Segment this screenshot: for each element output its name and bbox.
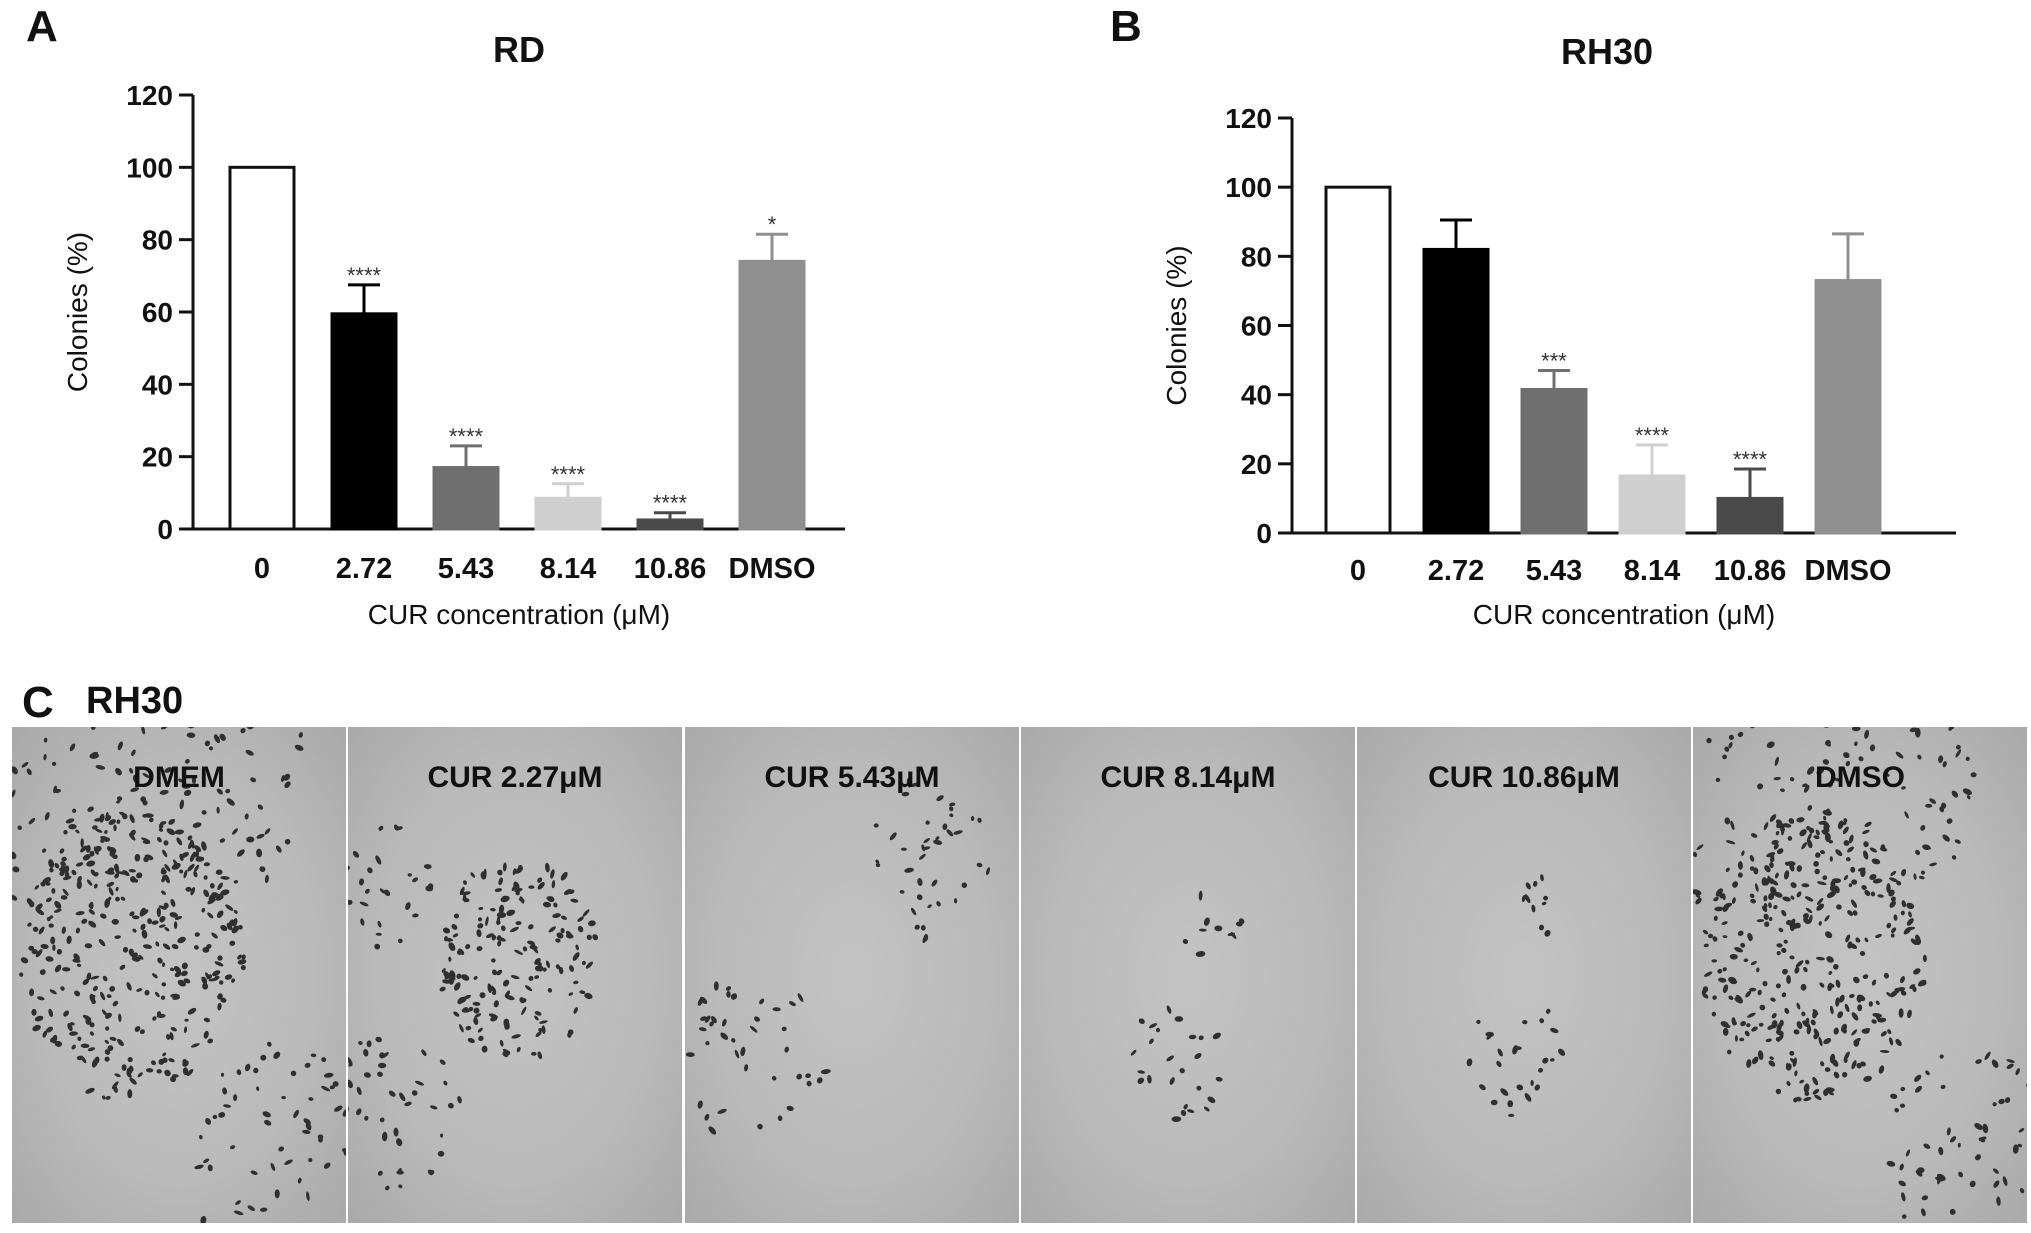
significance-label: * (768, 212, 777, 237)
colony-cells (1466, 874, 1566, 1118)
colony-photo: CUR 2.27μM (348, 727, 682, 1223)
x-tick-label: 0 (1350, 555, 1366, 587)
photo-label: CUR 8.14μM (1100, 761, 1276, 794)
y-axis-label: Colonies (%) (62, 232, 93, 392)
x-tick-label: 5.43 (438, 553, 494, 585)
x-tick-label: 10.86 (634, 553, 707, 585)
chart-title: RH30 (1561, 31, 1653, 72)
x-axis-label: CUR concentration (μM) (1473, 599, 1775, 630)
significance-label: **** (551, 462, 586, 487)
y-tick-label: 40 (142, 369, 173, 400)
x-tick-label: 5.43 (1526, 555, 1582, 587)
x-tick-label: DMSO (1805, 555, 1892, 587)
y-axis-label: Colonies (%) (1161, 245, 1192, 405)
panel-label-c: C (22, 678, 54, 727)
x-tick-label: 2.72 (336, 553, 392, 585)
photo-label: CUR 5.43μM (764, 761, 940, 794)
colony-cells (685, 777, 991, 1135)
y-tick-label: 60 (142, 297, 173, 328)
colony-cells (348, 824, 599, 1191)
bar-0 (228, 165, 296, 531)
y-tick-label: 120 (1225, 103, 1272, 134)
bar-DMSO (738, 259, 806, 531)
colony-photo: DMSO (1693, 727, 2027, 1223)
y-tick-label: 100 (126, 152, 173, 183)
photo-label: DMSO (1815, 761, 1905, 794)
colony-cells (1693, 727, 2027, 1223)
bar-2.72 (1422, 247, 1490, 535)
x-tick-label: 0 (254, 553, 270, 585)
bar-10.86 (636, 518, 704, 531)
x-tick-label: DMSO (729, 553, 816, 585)
bar-2.72 (330, 312, 398, 531)
colony-photo: CUR 8.14μM (1021, 727, 1355, 1223)
significance-label: **** (449, 424, 484, 449)
significance-label: **** (347, 263, 382, 288)
bar-DMSO (1814, 279, 1882, 535)
significance-label: **** (653, 491, 688, 516)
y-tick-label: 80 (1241, 241, 1272, 272)
bar-10.86 (1716, 496, 1784, 535)
x-tick-label: 8.14 (540, 553, 596, 585)
photo-label: CUR 10.86μM (1428, 761, 1620, 794)
y-tick-label: 0 (157, 514, 173, 545)
photo-label: DMEM (133, 761, 225, 794)
y-tick-label: 60 (1241, 311, 1272, 342)
y-tick-label: 40 (1241, 380, 1272, 411)
colony-photo: CUR 10.86μM (1357, 727, 1691, 1223)
significance-label: *** (1541, 348, 1567, 373)
y-tick-label: 20 (142, 442, 173, 473)
significance-label: **** (1635, 423, 1670, 448)
photo-label: CUR 2.27μM (427, 761, 603, 794)
x-axis-label: CUR concentration (μM) (368, 599, 670, 630)
colony-photo: DMEM (12, 727, 346, 1223)
x-tick-label: 10.86 (1714, 555, 1787, 587)
colony-photo: CUR 5.43μM (685, 727, 1019, 1223)
x-tick-label: 2.72 (1428, 555, 1484, 587)
colony-cells (12, 727, 346, 1223)
chart-rh30: RH30 0 20 40 60 80 100 120 Colonies (%) 0 2.72 *** 5… (1161, 31, 1956, 630)
y-tick-label: 100 (1225, 172, 1272, 203)
y-tick-label: 0 (1256, 518, 1272, 549)
panel-label-b: B (1110, 2, 1142, 51)
colony-cells (1130, 890, 1245, 1123)
bar-0 (1324, 185, 1392, 535)
bar-8.14 (534, 496, 602, 531)
panel-label-a: A (26, 2, 58, 51)
y-tick-label: 120 (126, 80, 173, 111)
significance-label: **** (1733, 447, 1768, 472)
y-tick-label: 80 (142, 225, 173, 256)
bar-5.43 (432, 466, 500, 531)
section-c-title: RH30 (86, 680, 184, 722)
y-tick-label: 20 (1241, 449, 1272, 480)
x-tick-label: 8.14 (1624, 555, 1680, 587)
bar-8.14 (1618, 474, 1686, 535)
chart-title: RD (493, 29, 545, 70)
bar-5.43 (1520, 387, 1588, 535)
